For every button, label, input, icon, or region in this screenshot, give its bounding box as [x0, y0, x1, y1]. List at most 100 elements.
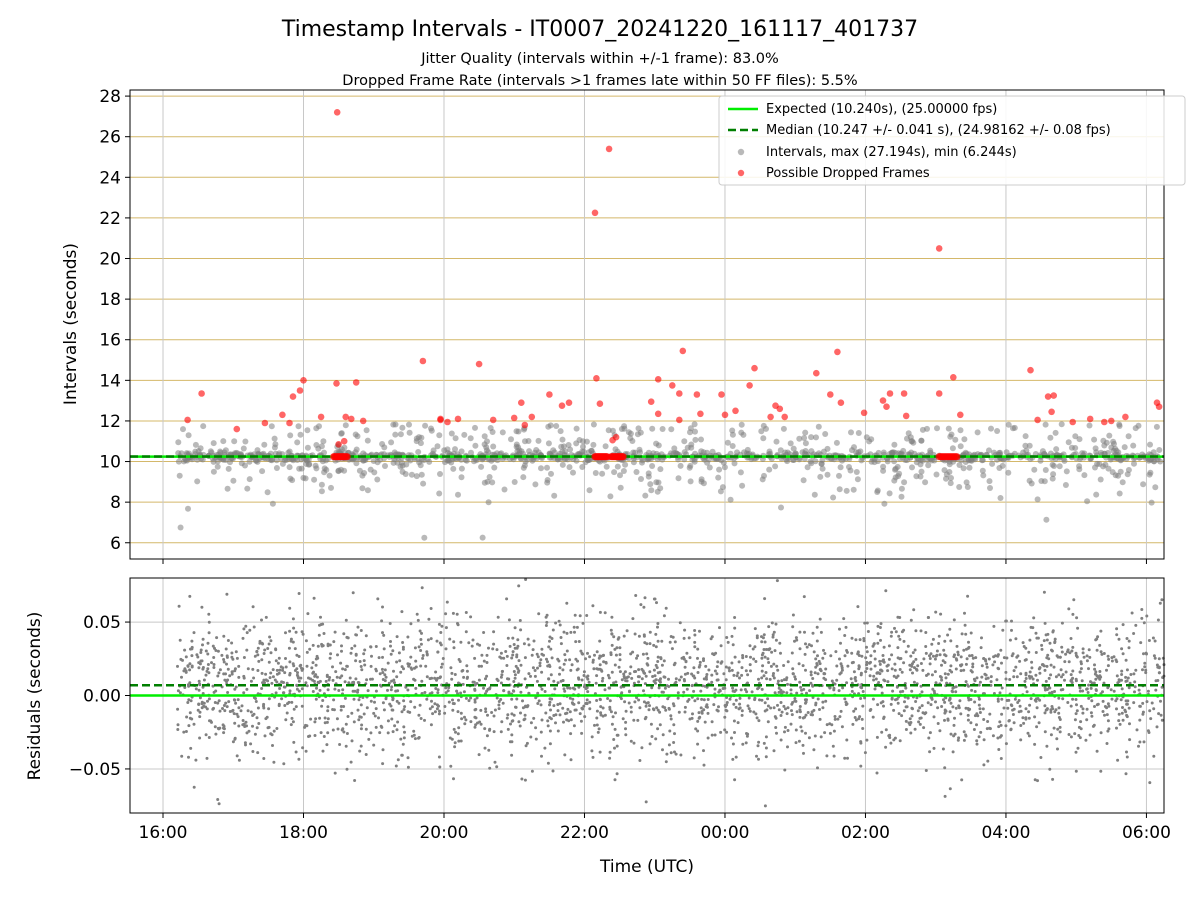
- interval-point: [491, 464, 498, 471]
- residual-point: [809, 673, 813, 677]
- residual-point: [1074, 679, 1078, 683]
- residual-point: [776, 679, 780, 683]
- residual-point: [512, 689, 516, 693]
- residual-point: [1043, 730, 1047, 734]
- residual-point: [962, 668, 966, 672]
- residual-point: [488, 766, 492, 770]
- residual-point: [878, 659, 882, 663]
- residual-point: [374, 689, 378, 693]
- interval-point: [421, 534, 428, 541]
- residual-point: [195, 653, 199, 657]
- residual-point: [609, 651, 613, 655]
- residual-point: [475, 696, 479, 700]
- interval-point: [403, 461, 410, 468]
- residual-point: [383, 668, 387, 672]
- residual-point: [1081, 707, 1085, 711]
- residual-point: [586, 677, 590, 681]
- residual-point: [772, 630, 776, 634]
- residual-point: [464, 696, 468, 700]
- residual-point: [596, 667, 600, 671]
- residual-point: [473, 715, 477, 719]
- interval-point: [342, 422, 349, 429]
- residual-point: [549, 717, 553, 721]
- residual-point: [1085, 707, 1089, 711]
- residual-point: [363, 648, 367, 652]
- dropped-frame-point: [1122, 413, 1129, 421]
- interval-point: [649, 425, 656, 432]
- residual-point: [1074, 651, 1078, 655]
- dropped-frame-point: [697, 410, 704, 418]
- residual-point: [886, 680, 890, 684]
- residual-point: [912, 660, 916, 664]
- residual-point: [1081, 711, 1085, 715]
- residual-point: [760, 698, 764, 702]
- residual-point: [692, 689, 696, 693]
- residual-point: [365, 706, 369, 710]
- residual-point: [283, 685, 287, 689]
- interval-point: [271, 444, 278, 451]
- residual-point: [890, 653, 894, 657]
- residual-point: [353, 689, 357, 693]
- residual-point: [878, 662, 882, 666]
- residual-point: [683, 705, 687, 709]
- residual-point: [613, 727, 617, 731]
- residual-point: [548, 700, 552, 704]
- residual-point: [662, 614, 666, 618]
- residual-point: [380, 619, 384, 623]
- residual-point: [773, 649, 777, 653]
- interval-point: [957, 427, 964, 434]
- dropped-frame-points: [184, 109, 1163, 461]
- residual-point: [715, 672, 719, 676]
- interval-point: [296, 465, 303, 472]
- residual-point: [1145, 614, 1149, 618]
- residual-point: [1063, 678, 1066, 682]
- residual-point: [763, 804, 767, 808]
- residual-point: [526, 637, 530, 641]
- residual-point: [568, 686, 572, 690]
- residual-point: [362, 659, 366, 663]
- residual-point: [454, 730, 457, 734]
- interval-point: [654, 488, 661, 495]
- residual-point: [622, 672, 626, 676]
- residual-point: [936, 722, 940, 725]
- residual-point: [712, 703, 716, 707]
- residual-point: [183, 648, 187, 652]
- residual-point: [629, 710, 633, 714]
- residual-point: [760, 653, 764, 657]
- interval-point: [801, 435, 808, 441]
- residual-point: [823, 672, 827, 676]
- interval-point: [1037, 457, 1044, 464]
- residual-point: [576, 667, 580, 671]
- residual-point: [399, 737, 403, 741]
- interval-point: [192, 448, 199, 455]
- residual-point: [1058, 655, 1062, 659]
- interval-point: [458, 474, 465, 481]
- dropped-frame-point: [343, 453, 351, 461]
- residual-point: [400, 710, 404, 714]
- residual-point: [345, 664, 349, 668]
- residual-point: [890, 697, 894, 701]
- residual-point: [615, 772, 619, 776]
- residual-point: [972, 728, 976, 731]
- residual-point: [1052, 665, 1056, 669]
- residual-point: [640, 677, 644, 681]
- interval-point: [592, 470, 599, 476]
- residual-point: [1106, 719, 1110, 723]
- residual-point: [1069, 637, 1073, 640]
- residual-point: [924, 651, 928, 655]
- interval-point: [1125, 467, 1132, 473]
- residual-point: [393, 681, 396, 685]
- residual-point: [978, 711, 982, 714]
- residual-point: [258, 641, 262, 645]
- residual-point: [786, 745, 789, 749]
- residual-point: [642, 689, 645, 693]
- residual-point: [963, 611, 966, 615]
- residual-point: [1004, 724, 1008, 728]
- residual-point: [275, 680, 279, 684]
- residual-point: [735, 674, 739, 678]
- dropped-frame-point: [767, 413, 774, 421]
- residual-point: [814, 701, 818, 705]
- residual-point: [879, 638, 882, 642]
- interval-point: [848, 429, 854, 436]
- residual-point: [974, 656, 978, 660]
